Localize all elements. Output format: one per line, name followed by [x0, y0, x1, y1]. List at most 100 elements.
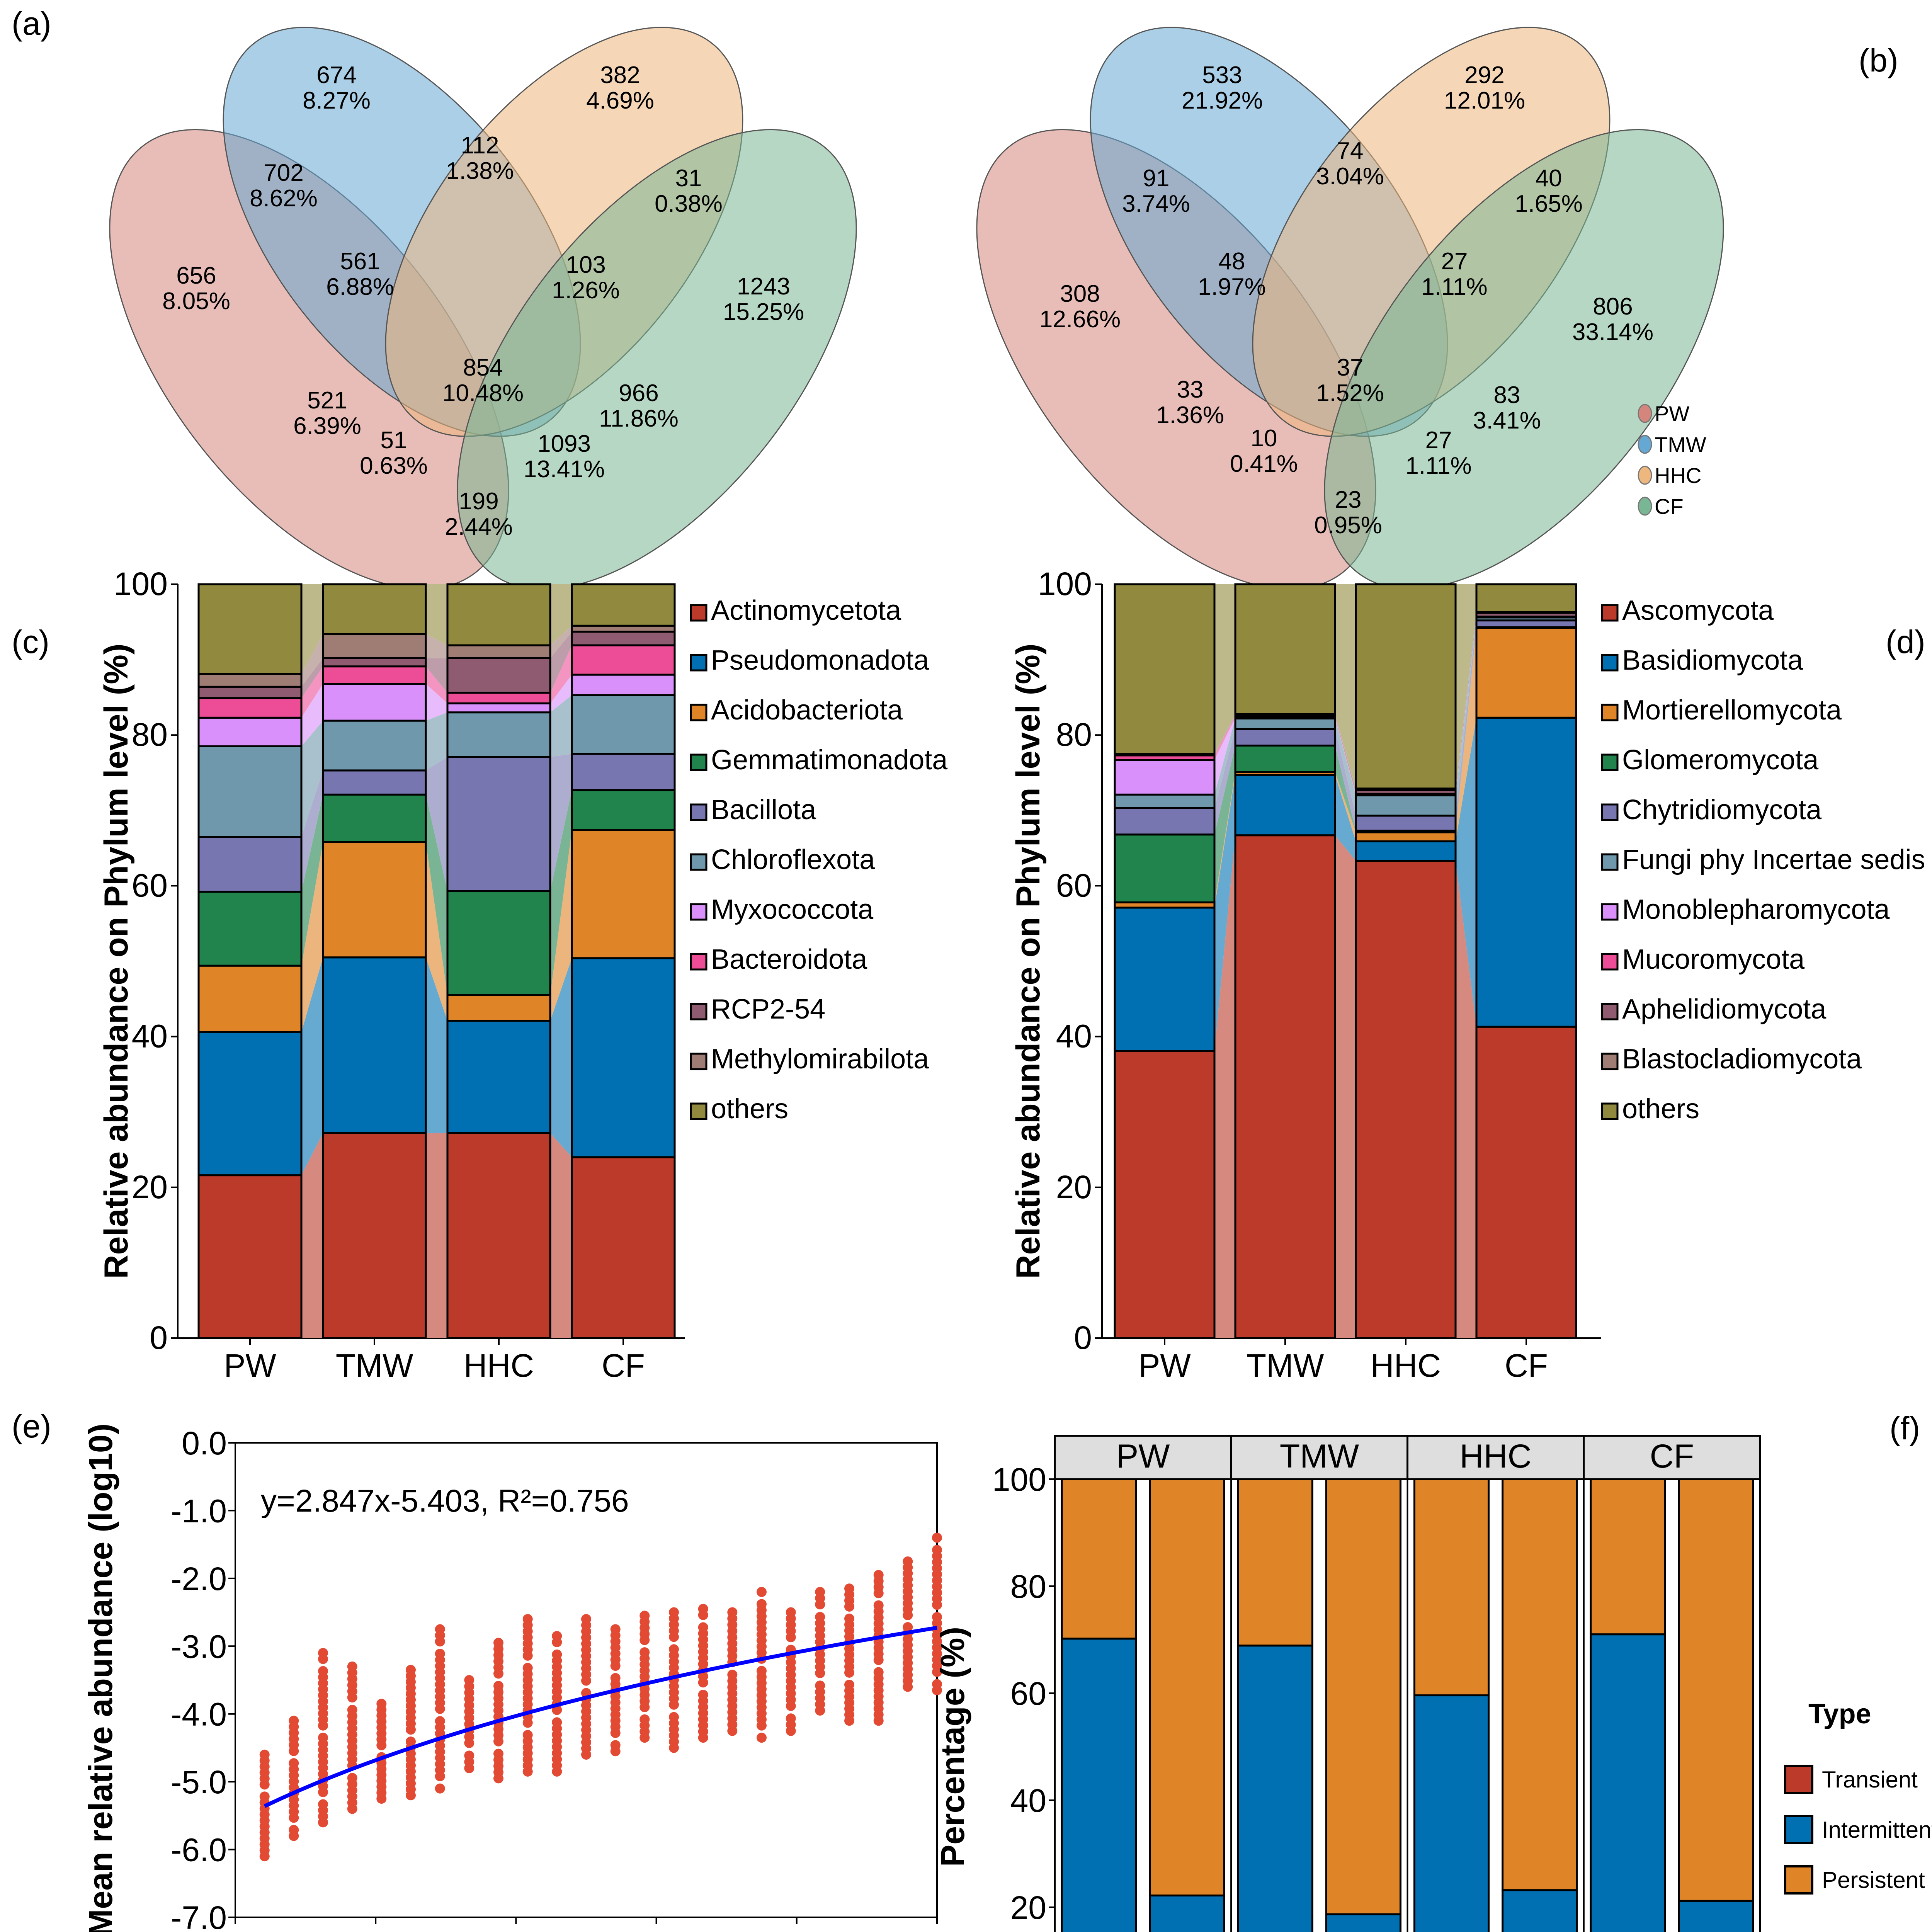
bar-segment-myxococcota	[571, 673, 676, 696]
data-point	[318, 1648, 328, 1658]
data-point	[698, 1604, 708, 1614]
panel-tag-d: (d)	[1886, 624, 1925, 660]
bar-segment-intermittent	[1502, 1889, 1578, 1932]
alluvial-band	[550, 584, 572, 646]
venn-region-count: 40	[1536, 165, 1562, 192]
data-point	[259, 1791, 270, 1802]
bar-segment-intermittent	[1325, 1913, 1401, 1932]
venn-region-count: 199	[459, 488, 498, 515]
bar-segment-fungi-phy-incertae-sedis	[1355, 794, 1457, 817]
legend-label: Methylomirabilota	[711, 1044, 929, 1075]
venn-region-count: 103	[566, 252, 605, 278]
data-point	[757, 1733, 767, 1743]
alluvial-band	[1335, 718, 1356, 816]
alluvial-band	[1456, 861, 1476, 1338]
x-tick-label: PW	[1138, 1347, 1190, 1384]
data-point	[815, 1612, 825, 1622]
alluvial-band	[1335, 745, 1356, 832]
bar-segment-acidobacteriota	[197, 964, 303, 1033]
alluvial-band	[1456, 616, 1476, 795]
data-point	[522, 1614, 533, 1624]
legend-swatch-cf	[1638, 497, 1652, 516]
facet-label: PW	[1116, 1438, 1170, 1475]
data-point	[932, 1532, 942, 1543]
y-tick-label: -3.0	[171, 1628, 227, 1665]
venn-region-percent: 1.26%	[552, 277, 620, 304]
venn-region-count: 674	[316, 62, 356, 88]
panel-tag-c: (c)	[12, 624, 49, 660]
bar-segment-bacillota	[446, 756, 551, 892]
alluvial-band	[550, 675, 572, 713]
legend-label: Mortierellomycota	[1622, 695, 1842, 726]
bar-segment-rcp2-54	[322, 657, 427, 668]
venn-region-count: 23	[1335, 486, 1362, 513]
bar-segment-mortierellomycota	[1355, 831, 1457, 842]
legend-swatch	[690, 1003, 707, 1020]
alluvial-band	[1456, 616, 1476, 796]
alluvial-band	[550, 830, 572, 1021]
bar-segment-others	[1475, 583, 1577, 613]
data-point	[522, 1663, 533, 1673]
venn-region-count: 656	[176, 262, 216, 289]
data-point	[493, 1681, 503, 1691]
legend-label: Bacteroidota	[711, 944, 867, 975]
bar-segment-intermittent	[1237, 1645, 1313, 1932]
alluvial-band	[426, 842, 447, 1021]
alluvial-band	[301, 684, 323, 747]
legend-swatch	[690, 604, 707, 622]
panel-tag-f: (f)	[1889, 1410, 1920, 1446]
alluvial-band	[301, 634, 323, 687]
legend-label: Ascomycota	[1622, 595, 1774, 626]
venn-region-percent: 13.41%	[524, 456, 605, 483]
venn-region-percent: 1.11%	[1421, 274, 1487, 300]
alluvial-band	[1335, 718, 1356, 796]
legend-label: Transient	[1822, 1767, 1918, 1793]
data-point	[932, 1612, 942, 1622]
facet-label: TMW	[1280, 1438, 1359, 1475]
y-tick-label: 60	[132, 867, 168, 903]
legend-label: Bacillota	[711, 794, 816, 825]
alluvial-band	[1456, 613, 1476, 794]
venn-region-count: 112	[461, 132, 499, 159]
y-tick-label: 0.0	[182, 1425, 227, 1461]
bar-segment-fungi-phy-incertae-sedis	[1114, 793, 1216, 809]
alluvial-band	[550, 958, 572, 1157]
data-point	[347, 1661, 357, 1672]
alluvial-band	[1456, 584, 1476, 789]
alluvial-band	[550, 790, 572, 995]
data-point	[406, 1665, 416, 1675]
data-point	[903, 1622, 913, 1632]
stacked-bar-chart-fungi-phylum: 0 20 40 60 80 100 Relative abundance on Phylum…	[1010, 566, 1925, 1384]
legend-swatch	[690, 903, 707, 921]
venn-region-count: 521	[307, 387, 347, 414]
bar-segment-bacteroidota	[446, 692, 551, 704]
data-point	[844, 1613, 854, 1624]
venn-region-percent: 0.38%	[655, 190, 723, 217]
alluvial-band	[1456, 612, 1476, 790]
alluvial-band	[1335, 716, 1356, 795]
bar-segment-others	[197, 583, 303, 675]
legend-swatch	[690, 853, 707, 871]
data-point	[932, 1545, 942, 1555]
y-axis-title: Mean relative abundance (log10)	[82, 1423, 119, 1932]
legend-label: others	[1622, 1094, 1699, 1124]
data-point	[289, 1758, 299, 1769]
alluvial-band	[1214, 716, 1235, 760]
legend-swatch	[1601, 654, 1619, 672]
venn-region-percent: 1.36%	[1156, 402, 1224, 429]
bar-segment-pseudomonadota	[197, 1031, 303, 1177]
bar-segment-bacteroidota	[322, 665, 427, 685]
venn-region-percent: 3.74%	[1122, 190, 1190, 217]
bar-segment-persistent	[1237, 1478, 1313, 1647]
bar-segment-bacillota	[571, 753, 676, 791]
venn-region-count: 1093	[537, 430, 591, 457]
data-point	[581, 1614, 591, 1624]
data-point	[318, 1666, 328, 1676]
bar-segment-methylomirabilota	[446, 644, 551, 659]
y-tick-label: 20	[1056, 1169, 1092, 1205]
bar-segment-bacteroidota	[197, 697, 303, 719]
venn-region-percent: 8.05%	[162, 288, 230, 315]
legend-swatch	[1601, 604, 1619, 622]
bar-segment-rcp2-54	[571, 631, 676, 646]
data-point	[669, 1644, 679, 1655]
